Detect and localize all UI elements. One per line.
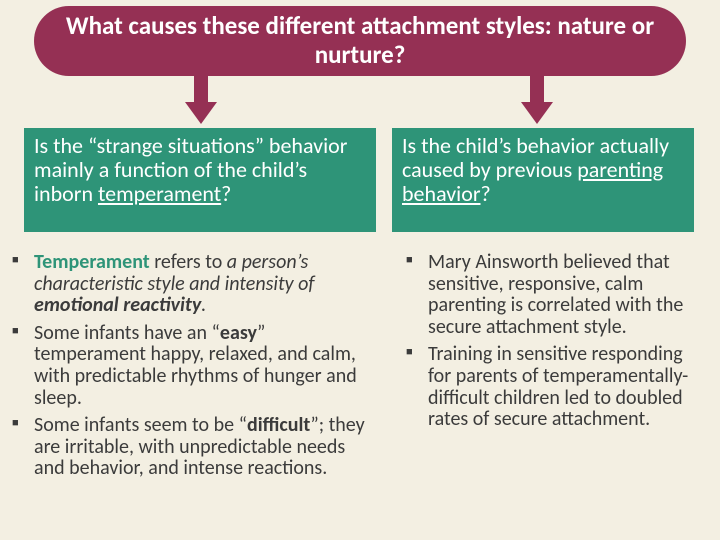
text-run: Mary Ainsworth believed that sensitive, … [428,250,683,339]
sub-left-underlined: temperament [98,180,221,207]
list-item: Some infants seem to be “difficult”; the… [12,415,380,480]
arrow-left-stem [194,76,208,104]
text-run: difficult [247,413,310,437]
list-item: Training in sensitive responding for par… [406,344,706,430]
text-run: . [201,293,206,317]
sub-box-left: Is the “strange situations” behavior mai… [24,128,376,232]
arrow-left-head [185,102,217,124]
text-run: Some infants have an “ [34,321,220,345]
text-run: Temperament [34,250,150,274]
sub-box-right: Is the child’s behavior actually caused … [392,128,694,232]
arrow-right-head [521,102,553,124]
title-pill: What causes these different attachment s… [34,6,686,76]
bullets-left-list: Temperament refers to a person’s charact… [12,252,380,480]
list-item: Mary Ainsworth believed that sensitive, … [406,252,706,338]
text-run: Some infants seem to be “ [34,413,247,437]
arrow-right-stem [530,76,544,104]
bullets-left: Temperament refers to a person’s charact… [12,252,380,486]
list-item: Temperament refers to a person’s charact… [12,252,380,317]
text-run: refers to [150,250,227,274]
text-run: easy [220,321,257,345]
title-text: What causes these different attachment s… [64,12,656,70]
bullets-right: Mary Ainsworth believed that sensitive, … [406,252,706,437]
sub-left-post: ? [221,180,231,207]
text-run: Training in sensitive responding for par… [428,342,688,431]
sub-right-post: ? [481,180,491,207]
list-item: Some infants have an “easy” temperament … [12,323,380,409]
text-run: emotional reactivity [34,293,201,317]
bullets-right-list: Mary Ainsworth believed that sensitive, … [406,252,706,431]
